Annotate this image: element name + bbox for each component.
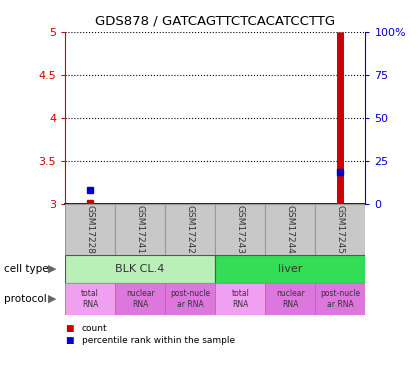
Bar (215, 255, 365, 283)
Text: BLK CL.4: BLK CL.4 (116, 264, 165, 274)
Title: GDS878 / GATCAGTTCTCACATCCTTG: GDS878 / GATCAGTTCTCACATCCTTG (95, 15, 335, 28)
Text: nuclear
RNA: nuclear RNA (276, 290, 304, 309)
Text: post-nucle
ar RNA: post-nucle ar RNA (170, 290, 210, 309)
Text: post-nucle
ar RNA: post-nucle ar RNA (320, 290, 360, 309)
Bar (165, 204, 215, 255)
Bar (65, 283, 115, 315)
Text: GSM17243: GSM17243 (236, 205, 245, 254)
Text: GSM17228: GSM17228 (86, 205, 94, 254)
Text: ■: ■ (65, 336, 73, 345)
Bar (115, 283, 165, 315)
Text: total
RNA: total RNA (81, 290, 99, 309)
Text: GSM17245: GSM17245 (336, 205, 345, 254)
Bar (215, 204, 265, 255)
Bar (165, 283, 215, 315)
Bar (115, 204, 165, 255)
Text: ▶: ▶ (48, 264, 57, 274)
Bar (265, 204, 315, 255)
Bar (265, 283, 315, 315)
Text: total
RNA: total RNA (231, 290, 249, 309)
Text: count: count (82, 324, 108, 333)
Text: GSM17241: GSM17241 (136, 205, 144, 254)
Text: ▶: ▶ (48, 294, 57, 304)
Bar (65, 204, 115, 255)
Text: ■: ■ (65, 324, 73, 333)
Bar (65, 255, 215, 283)
Text: GSM17244: GSM17244 (286, 205, 295, 254)
Bar (315, 204, 365, 255)
Bar (315, 283, 365, 315)
Text: protocol: protocol (4, 294, 47, 304)
Bar (215, 283, 265, 315)
Text: nuclear
RNA: nuclear RNA (126, 290, 155, 309)
Text: GSM17242: GSM17242 (186, 205, 195, 254)
Text: liver: liver (278, 264, 302, 274)
Text: cell type: cell type (4, 264, 49, 274)
Text: percentile rank within the sample: percentile rank within the sample (82, 336, 235, 345)
